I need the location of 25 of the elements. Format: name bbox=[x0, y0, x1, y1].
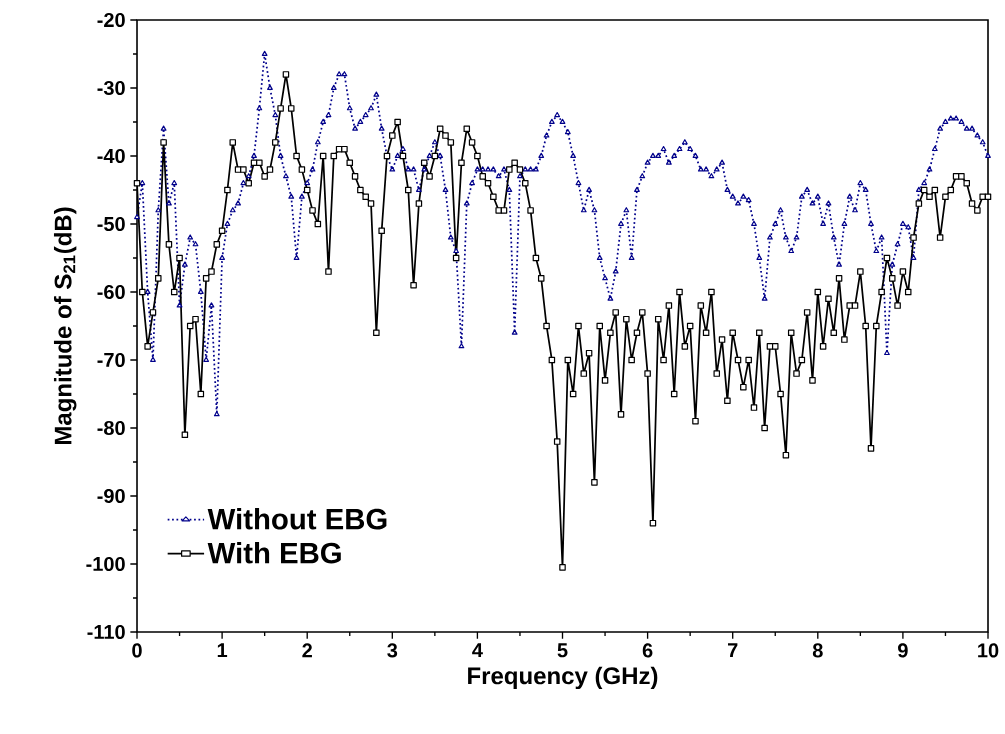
x-tick-label: 6 bbox=[642, 643, 653, 658]
x-tick-label: 10 bbox=[978, 643, 999, 658]
x-tick-label: 3 bbox=[387, 643, 398, 658]
x-tick-label: 9 bbox=[898, 643, 908, 658]
y-tick-label: -30 bbox=[97, 80, 125, 96]
legend-label: Without EBG bbox=[207, 507, 387, 530]
y-tick-label: -40 bbox=[97, 148, 125, 164]
y-tick-label: -80 bbox=[97, 420, 125, 436]
legend-label: With EBG bbox=[207, 541, 341, 564]
y-tick-label: -60 bbox=[97, 284, 125, 300]
x-axis-title: Frequency (GHz) bbox=[468, 666, 658, 690]
y-axis-title: Magnitude of S$_{21}$(dB) bbox=[53, 207, 77, 445]
x-tick-label: 5 bbox=[557, 643, 568, 658]
y-tick-label: -70 bbox=[97, 352, 125, 368]
y-tick-label: -50 bbox=[97, 216, 125, 232]
y-tick-label: -110 bbox=[87, 624, 125, 640]
x-tick-label: 1 bbox=[217, 643, 228, 658]
x-tick-label: 4 bbox=[472, 643, 483, 658]
x-tick-label: 7 bbox=[728, 643, 738, 658]
x-tick-label: 2 bbox=[302, 643, 312, 658]
y-tick-label: -20 bbox=[97, 12, 125, 28]
x-tick-label: 0 bbox=[132, 643, 142, 658]
y-tick-label: -90 bbox=[97, 488, 125, 504]
y-tick-label: -100 bbox=[86, 556, 125, 572]
x-tick-label: 8 bbox=[812, 643, 823, 658]
